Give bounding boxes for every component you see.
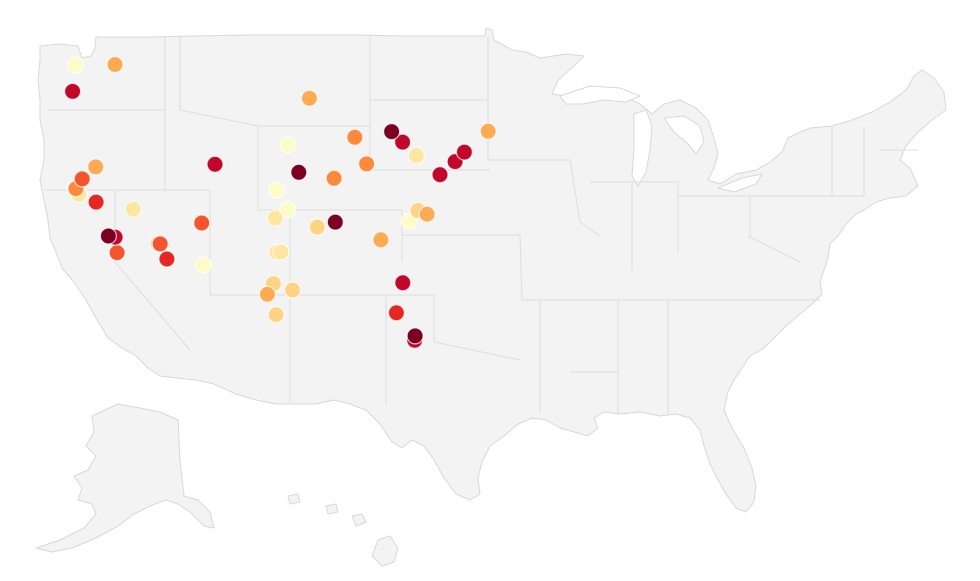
city-marker-fresno[interactable] bbox=[87, 193, 105, 211]
hawaii-maui bbox=[351, 513, 367, 527]
city-marker-san-diego[interactable] bbox=[108, 244, 126, 262]
city-marker-st-louis[interactable] bbox=[325, 169, 343, 187]
city-marker-kansas-city[interactable] bbox=[290, 163, 308, 181]
city-marker-indianapolis[interactable] bbox=[358, 155, 376, 173]
city-marker-el-paso[interactable] bbox=[194, 256, 212, 274]
alaska-outline bbox=[35, 403, 215, 553]
city-marker-portland[interactable] bbox=[63, 82, 82, 101]
city-marker-detroit[interactable] bbox=[383, 123, 401, 141]
city-marker-los-angeles[interactable] bbox=[99, 227, 118, 245]
city-marker-fort-lauderdale[interactable] bbox=[406, 327, 424, 345]
basemap bbox=[35, 27, 947, 567]
city-marker-denver[interactable] bbox=[206, 155, 224, 173]
city-marker-chicago[interactable] bbox=[346, 128, 364, 146]
city-marker-las-vegas[interactable] bbox=[124, 200, 142, 218]
city-marker-tulsa[interactable] bbox=[278, 200, 297, 219]
lake-michigan bbox=[631, 109, 653, 187]
lake-huron bbox=[663, 115, 705, 155]
city-marker-raleigh[interactable] bbox=[418, 205, 436, 223]
city-marker-omaha[interactable] bbox=[279, 136, 297, 154]
city-markers bbox=[63, 55, 497, 349]
lake-erie bbox=[716, 173, 764, 193]
hawaii-kauai bbox=[287, 493, 301, 505]
city-marker-pittsburgh[interactable] bbox=[407, 146, 425, 165]
city-marker-minneapolis[interactable] bbox=[300, 89, 318, 107]
contiguous-us-outline bbox=[37, 27, 947, 513]
city-marker-atlanta[interactable] bbox=[372, 231, 390, 249]
lake-superior bbox=[559, 85, 642, 105]
city-marker-boston[interactable] bbox=[479, 122, 497, 140]
city-marker-albuquerque[interactable] bbox=[193, 214, 211, 232]
city-marker-cleveland[interactable] bbox=[394, 133, 412, 151]
hawaii-oahu bbox=[325, 503, 339, 515]
city-marker-tampa[interactable] bbox=[387, 304, 405, 322]
city-marker-tucson[interactable] bbox=[158, 250, 176, 268]
city-marker-san-antonio[interactable] bbox=[258, 285, 276, 303]
hawaii-big-island bbox=[371, 535, 399, 567]
city-marker-jacksonville[interactable] bbox=[394, 274, 412, 292]
city-marker-mesa[interactable] bbox=[151, 235, 169, 253]
city-marker-houston[interactable] bbox=[283, 281, 302, 299]
city-marker-sacramento[interactable] bbox=[73, 170, 91, 188]
city-marker-little-rock[interactable] bbox=[308, 218, 326, 236]
city-marker-corpus-christi[interactable] bbox=[267, 306, 285, 324]
city-marker-oklahoma-city[interactable] bbox=[266, 209, 284, 227]
city-marker-wichita[interactable] bbox=[268, 181, 286, 199]
city-marker-new-york[interactable] bbox=[455, 143, 473, 161]
city-marker-seattle[interactable] bbox=[66, 56, 85, 74]
city-marker-dallas[interactable] bbox=[272, 243, 290, 261]
city-marker-memphis[interactable] bbox=[326, 213, 344, 231]
city-marker-reno[interactable] bbox=[87, 158, 105, 176]
city-marker-washington-dc[interactable] bbox=[431, 166, 449, 184]
city-marker-spokane[interactable] bbox=[106, 55, 124, 74]
